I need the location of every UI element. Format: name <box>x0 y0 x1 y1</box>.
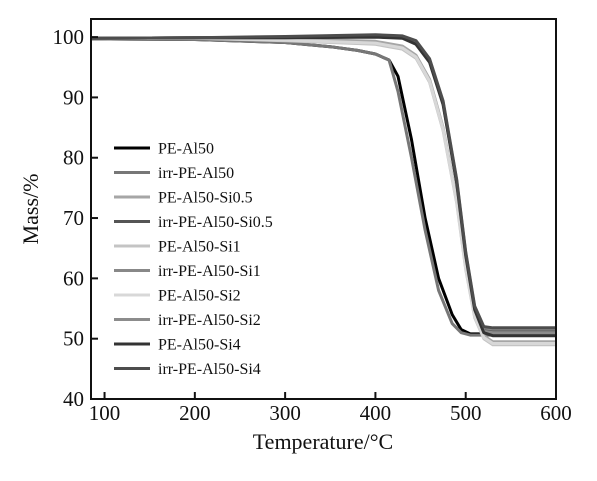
legend-label: irr-PE-Al50-Si1 <box>158 263 261 280</box>
legend-label: irr-PE-Al50-Si0.5 <box>158 214 273 231</box>
y-tick-label: 50 <box>63 327 84 351</box>
legend: PE-Al50 irr-PE-Al50 PE-Al50-Si0.5 irr-PE-Al… <box>114 141 273 378</box>
ticks-layer: 100 200 300 400 500 600 40 50 60 70 80 90 100 <box>53 25 572 425</box>
legend-label: PE-Al50 <box>158 141 214 158</box>
legend-label: irr-PE-Al50-Si2 <box>158 312 261 329</box>
x-tick-label: 400 <box>360 401 392 425</box>
x-tick-label: 600 <box>540 401 572 425</box>
plot-frame <box>90 18 557 400</box>
legend-label: PE-Al50-Si2 <box>158 288 241 305</box>
legend-label: irr-PE-Al50-Si4 <box>158 361 261 378</box>
series-line-6 <box>91 33 556 331</box>
series-line-10 <box>91 33 556 330</box>
y-axis-title: Mass/% <box>18 174 43 245</box>
legend-label: irr-PE-Al50 <box>158 165 234 182</box>
y-tick-label: 70 <box>63 206 84 230</box>
series-line-7 <box>91 36 556 345</box>
x-axis-title: Temperature/°C <box>253 429 393 454</box>
y-tick-label: 80 <box>63 146 84 170</box>
legend-label: PE-Al50-Si0.5 <box>158 190 253 207</box>
legend-label: PE-Al50-Si4 <box>158 337 241 354</box>
y-tick-label: 100 <box>53 25 85 49</box>
x-tick-label: 200 <box>179 401 211 425</box>
y-tick-label: 40 <box>63 387 84 411</box>
x-tick-label: 500 <box>450 401 482 425</box>
series-line-2 <box>91 37 556 337</box>
series-layer <box>91 33 556 347</box>
x-tick-label: 300 <box>269 401 301 425</box>
x-tick-label: 100 <box>89 401 121 425</box>
y-tick-label: 90 <box>63 85 84 109</box>
legend-label: PE-Al50-Si1 <box>158 239 241 256</box>
y-tick-label: 60 <box>63 266 84 290</box>
